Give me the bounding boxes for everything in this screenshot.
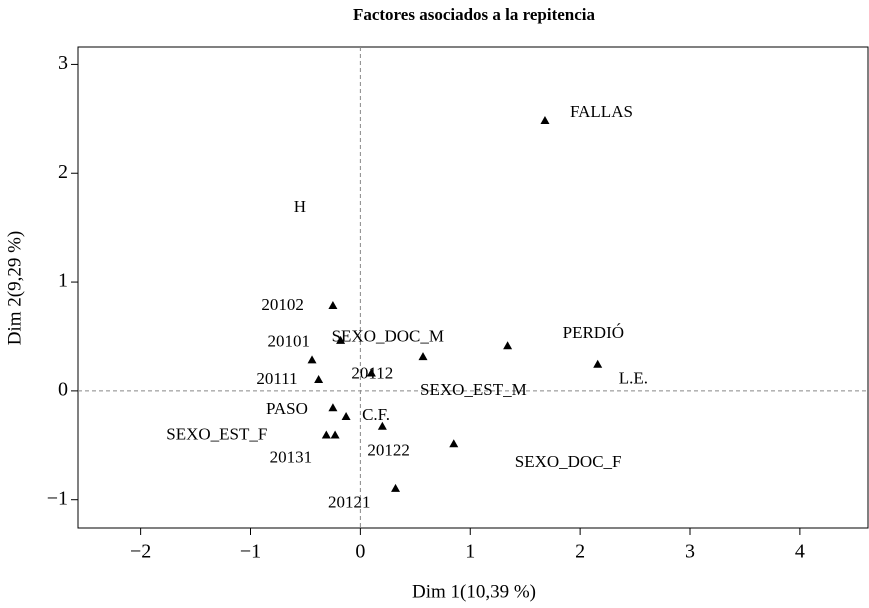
y-tick-label: −1 xyxy=(47,487,68,509)
plot-frame xyxy=(77,46,869,529)
point-label: PERDIÓ xyxy=(563,323,624,342)
point-label: SEXO_EST_F xyxy=(166,424,267,443)
x-tick-label: 4 xyxy=(795,541,805,563)
y-tick-label: 1 xyxy=(58,270,68,292)
point xyxy=(418,352,428,361)
point-label: C.F. xyxy=(362,405,390,424)
y-tick-label: 2 xyxy=(58,161,68,183)
point-label: 20102 xyxy=(261,295,304,314)
point xyxy=(449,439,459,448)
point xyxy=(377,421,387,430)
x-tick-label: 3 xyxy=(685,541,695,563)
point-label: 20101 xyxy=(268,331,311,350)
point-label: FALLAS xyxy=(570,102,633,121)
point xyxy=(593,359,603,368)
annotation: H xyxy=(294,197,306,216)
chart-title: Factores asociados a la repitencia xyxy=(353,5,596,24)
x-tick-label: 1 xyxy=(465,541,475,563)
point-label: SEXO_EST_M xyxy=(420,380,527,399)
x-tick-label: 0 xyxy=(355,541,365,563)
point xyxy=(391,483,401,492)
y-tick-label: 0 xyxy=(58,378,68,400)
point-label: SEXO_DOC_F xyxy=(515,452,622,471)
point-label: 20131 xyxy=(270,447,313,466)
point-label: PASO xyxy=(266,399,308,418)
point xyxy=(341,412,351,420)
point xyxy=(328,301,338,309)
y-tick-label: 3 xyxy=(58,52,68,74)
point-label: SEXO_DOC_M xyxy=(332,327,444,346)
point xyxy=(321,430,331,439)
point-label: L.E. xyxy=(619,369,648,388)
point-label: 20121 xyxy=(328,493,371,512)
point-label: 20111 xyxy=(256,369,297,388)
point xyxy=(366,368,376,377)
point xyxy=(540,116,550,124)
y-axis-label: Dim 2(9,29 %) xyxy=(4,231,25,346)
point xyxy=(307,355,317,364)
point-label: 20112 xyxy=(351,363,393,382)
x-axis-label: Dim 1(10,39 %) xyxy=(412,581,536,602)
x-tick-label: −1 xyxy=(240,541,261,563)
x-tick-label: 2 xyxy=(575,541,585,563)
point xyxy=(330,430,340,439)
point-label: 20122 xyxy=(367,441,410,460)
point xyxy=(503,341,513,350)
point xyxy=(314,375,324,383)
point xyxy=(336,335,346,344)
point xyxy=(328,403,338,412)
x-tick-label: −2 xyxy=(130,541,151,563)
